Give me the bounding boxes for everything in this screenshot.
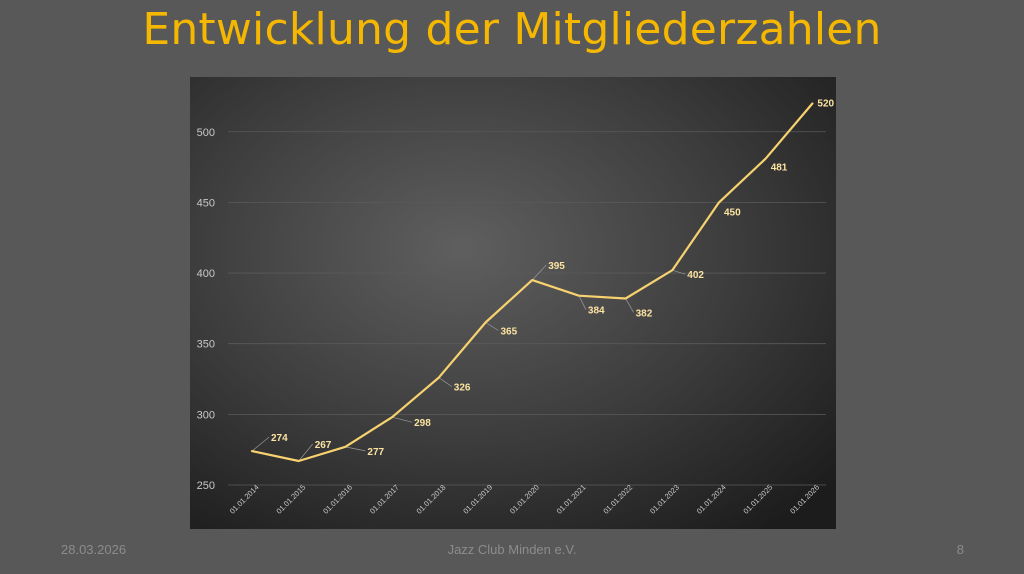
label-leader-line	[485, 322, 499, 331]
label-leader-lines	[251, 264, 686, 462]
label-leader-line	[672, 269, 686, 275]
data-label: 481	[771, 163, 788, 174]
y-tick-label: 500	[197, 127, 215, 139]
slide-title: Entwicklung der Mitgliederzahlen	[142, 4, 882, 55]
series-line	[250, 102, 814, 463]
label-leader-line	[438, 377, 452, 387]
data-label: 395	[548, 261, 565, 272]
line-chart: 250 300 350 400 450 500 274 267 277 298 326 365 395…	[190, 77, 836, 529]
data-label: 520	[817, 98, 834, 109]
label-leader-line	[578, 295, 587, 310]
data-label: 267	[315, 440, 332, 451]
page-number: 8	[956, 542, 964, 557]
label-leader-line	[625, 298, 634, 313]
data-label: 274	[271, 433, 288, 444]
data-label: 298	[414, 418, 431, 429]
y-tick-label: 350	[197, 339, 215, 351]
y-axis-ticks: 250 300 350 400 450 500	[197, 127, 215, 492]
footer-organization: Jazz Club Minden e.V.	[447, 542, 577, 557]
data-label: 326	[454, 383, 471, 394]
label-leader-line	[531, 264, 547, 281]
label-leader-line	[298, 443, 313, 462]
y-tick-label: 250	[197, 480, 215, 492]
data-label: 384	[588, 306, 605, 317]
data-labels: 274 267 277 298 326 365 395 384 382 402 450 481 520	[271, 98, 835, 457]
data-label: 450	[724, 207, 741, 218]
y-tick-label: 450	[197, 197, 215, 209]
data-label: 382	[636, 308, 653, 319]
footer-date: 28.03.2026	[61, 542, 127, 557]
label-leader-line	[392, 416, 413, 423]
y-tick-label: 400	[197, 268, 215, 280]
label-leader-line	[345, 446, 366, 452]
data-label: 277	[367, 447, 384, 458]
data-label: 402	[687, 270, 704, 281]
gridlines	[228, 131, 826, 486]
chart-container: 250 300 350 400 450 500 274 267 277 298 326 365 395…	[190, 77, 836, 529]
y-tick-label: 300	[197, 409, 215, 421]
data-label: 365	[501, 327, 518, 338]
chart-background	[190, 77, 836, 529]
label-leader-line	[251, 436, 270, 452]
